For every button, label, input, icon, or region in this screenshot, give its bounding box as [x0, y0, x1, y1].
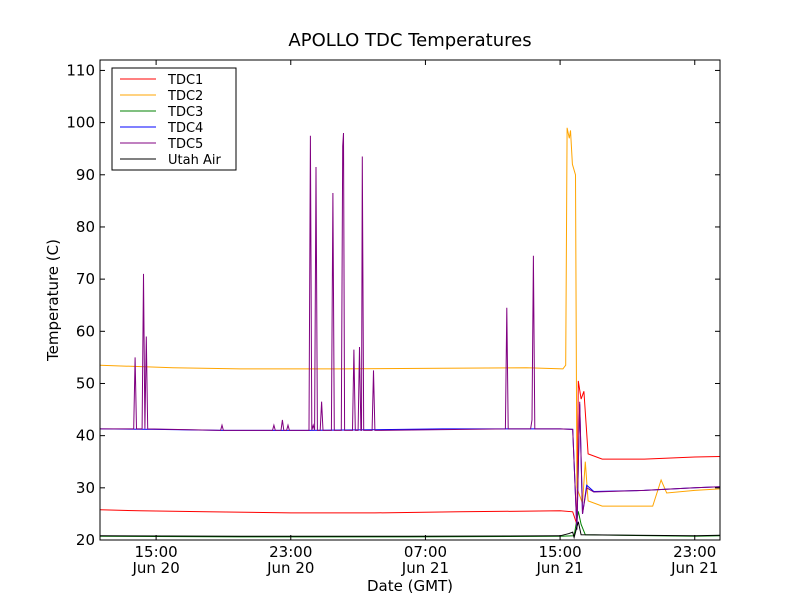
y-tick-label: 90	[76, 166, 95, 184]
x-tick-label: 23:00	[269, 543, 312, 561]
series-line-utah-air	[100, 521, 720, 540]
legend-label: TDC5	[167, 137, 203, 152]
x-tick-label: 15:00	[134, 543, 177, 561]
chart-title: APOLLO TDC Temperatures	[288, 30, 531, 51]
y-tick-label: 70	[76, 270, 95, 288]
x-tick-date-label: Jun 21	[535, 559, 583, 577]
series-line-tdc4	[100, 404, 720, 530]
x-tick-date-label: Jun 20	[131, 559, 179, 577]
y-axis-label: Temperature (C)	[44, 239, 62, 362]
y-tick-label: 20	[76, 531, 95, 549]
series-line-tdc3	[100, 511, 720, 538]
x-tick-label: 15:00	[538, 543, 581, 561]
series-line-tdc2	[100, 127, 720, 507]
x-tick-date-label: Jun 20	[266, 559, 314, 577]
series-line-tdc1	[100, 380, 720, 525]
y-tick-label: 110	[66, 61, 95, 79]
y-tick-label: 40	[76, 427, 95, 445]
y-tick-label: 80	[76, 218, 95, 236]
y-tick-label: 50	[76, 374, 95, 392]
x-tick-date-label: Jun 21	[401, 559, 449, 577]
legend-label: Utah Air	[168, 153, 221, 168]
legend-label: TDC1	[167, 73, 203, 88]
legend-label: TDC3	[167, 105, 203, 120]
x-tick-label: 23:00	[673, 543, 716, 561]
y-tick-label: 60	[76, 322, 95, 340]
series-line-tdc5	[100, 132, 720, 530]
plot-frame	[99, 59, 721, 541]
y-tick-label: 100	[66, 114, 95, 132]
y-tick-label: 30	[76, 479, 95, 497]
legend-box	[111, 67, 237, 171]
x-tick-label: 07:00	[404, 543, 447, 561]
legend-label: TDC2	[167, 89, 203, 104]
x-axis-label: Date (GMT)	[367, 577, 453, 595]
x-tick-date-label: Jun 21	[670, 559, 718, 577]
legend-label: TDC4	[167, 121, 203, 136]
